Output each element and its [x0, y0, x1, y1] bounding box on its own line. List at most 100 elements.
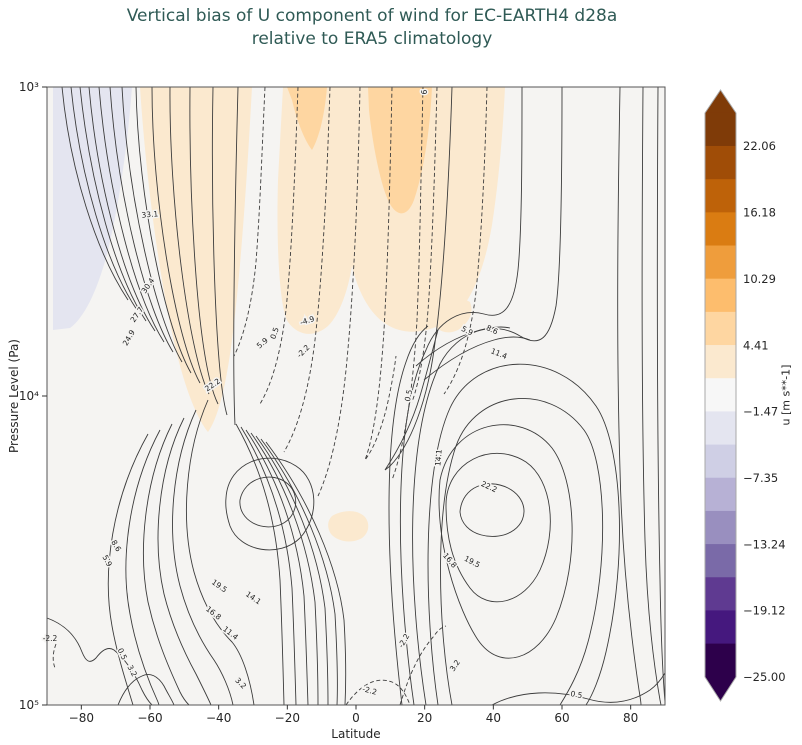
contour-line	[107, 433, 149, 705]
filled-contours	[53, 87, 505, 542]
colorbar-under-arrow	[705, 677, 736, 701]
contour-line	[656, 87, 665, 703]
contour-line-dashed	[345, 679, 411, 705]
fill-orange-patch-east	[368, 87, 432, 214]
contour-line	[250, 432, 319, 705]
contour-line-dashed	[443, 87, 488, 395]
colorbar-tick-label: −13.24	[743, 537, 786, 551]
colorbar-band	[705, 610, 736, 645]
colorbar-tick-label: 22.06	[743, 139, 776, 153]
contour-label: 14.1	[433, 449, 443, 467]
colorbar-outline	[704, 89, 737, 702]
colorbar-tick-label: 10.29	[743, 272, 776, 286]
colorbar-over-arrow	[705, 90, 736, 113]
contour-label: -2.2	[43, 634, 58, 643]
y-axis: 10³ 10⁴ 10⁵	[19, 80, 47, 712]
contour-line	[459, 483, 525, 537]
contour-line	[245, 429, 309, 705]
colorbar-tick-label: −25.00	[743, 670, 786, 684]
contour-line	[135, 87, 192, 374]
contour-line	[617, 87, 642, 705]
colorbar-tick-label: −19.12	[743, 604, 786, 618]
y-tick-label: 10⁵	[19, 698, 39, 712]
contour-line	[172, 409, 234, 705]
contour-line	[189, 87, 219, 405]
contour-line	[388, 325, 429, 705]
x-tick-label: 40	[486, 711, 501, 725]
contour-line	[121, 87, 183, 363]
x-tick-label: −40	[206, 711, 231, 725]
contour-line	[169, 87, 210, 395]
fill-pale-orange-sh-band	[140, 87, 252, 432]
colorbar-band	[705, 311, 736, 346]
contour-line-dashed	[233, 87, 266, 357]
x-axis-label: Latitude	[331, 727, 381, 741]
contour-line	[225, 457, 315, 551]
fill-pale-orange-center-small	[328, 511, 369, 542]
contour-line	[260, 438, 338, 705]
colorbar-band	[705, 577, 736, 611]
contour-line	[427, 363, 620, 705]
contour-line	[88, 87, 156, 332]
contour-line	[98, 87, 165, 343]
contour-line-dashed	[259, 87, 299, 405]
contour-line	[117, 674, 175, 705]
x-tick-label: −60	[137, 711, 162, 725]
fill-pale-orange-saddle	[430, 297, 472, 333]
contour-line	[240, 426, 297, 705]
colorbar-tick-label: −1.47	[743, 405, 778, 419]
colorbar-band	[705, 245, 736, 280]
contour-lines	[47, 87, 665, 705]
chart-title-line2: relative to ERA5 climatology	[251, 29, 493, 49]
contour-line	[157, 417, 212, 705]
contour-line	[265, 441, 347, 705]
colorbar-band	[705, 378, 736, 412]
x-tick-label: 60	[554, 711, 569, 725]
contour-line	[491, 672, 665, 705]
contour-line	[255, 435, 329, 705]
chart-title-line1: Vertical bias of U component of wind for…	[126, 6, 618, 26]
fill-lavender-sh-polar	[53, 87, 132, 330]
contour-line	[79, 87, 147, 322]
contour-line	[399, 87, 523, 705]
colorbar-band	[705, 179, 736, 213]
colorbar-label: u [m s**-1]	[779, 364, 793, 426]
contour-line	[151, 87, 201, 384]
y-tick-label: 10⁴	[19, 389, 39, 403]
colorbar-band	[705, 444, 736, 479]
contour-line-dashed	[317, 87, 361, 497]
colorbar-tick-label: −7.35	[743, 471, 778, 485]
y-tick-label: 10³	[19, 80, 39, 94]
colorbar-band	[705, 477, 736, 512]
contour-line	[438, 424, 573, 659]
colorbar-band	[705, 145, 736, 180]
chart-title: Vertical bias of U component of wind for…	[0, 5, 744, 51]
contour-line-dashed	[52, 643, 57, 669]
contour-line-dashed	[411, 87, 438, 403]
contour-line	[423, 336, 531, 381]
contour-line	[641, 87, 662, 705]
contour-label: 0.5	[403, 388, 414, 402]
contour-line	[47, 617, 153, 705]
x-tick-label: 80	[623, 711, 638, 725]
contour-line	[143, 423, 190, 705]
x-tick-label: 20	[417, 711, 432, 725]
contour-label: 9	[419, 90, 428, 95]
colorbar-band	[705, 544, 736, 578]
contour-line	[233, 87, 239, 426]
contour-line	[239, 476, 297, 528]
colorbar-tick-label: 16.18	[743, 205, 776, 219]
colorbar-band	[705, 278, 736, 313]
contour-line	[125, 429, 161, 705]
contour-line	[445, 452, 551, 603]
colorbar-band	[705, 643, 736, 678]
contour-line	[384, 87, 453, 471]
contour-line	[186, 399, 255, 705]
contour-line	[61, 87, 129, 301]
contour-line	[109, 87, 174, 353]
colorbar-band	[705, 112, 736, 147]
contour-line	[70, 87, 138, 311]
x-axis: −80 −60 −40 −20 0 20 40 60 80	[69, 705, 638, 725]
colorbar-band	[705, 510, 736, 545]
